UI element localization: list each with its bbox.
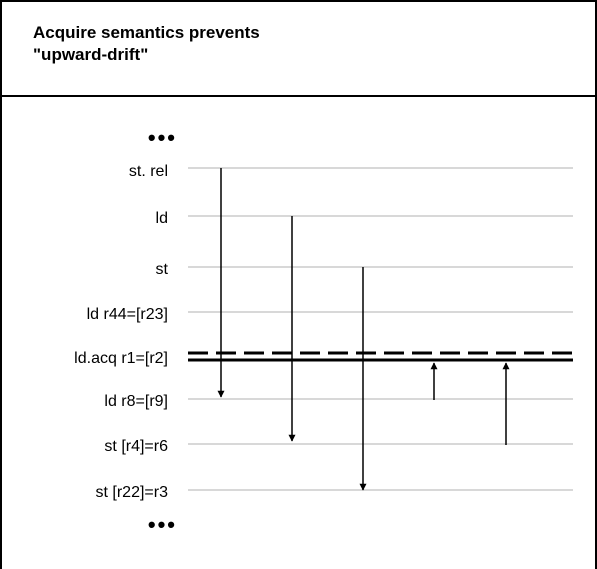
acquire-barrier bbox=[188, 351, 573, 362]
instruction-label: st bbox=[156, 261, 169, 278]
instruction-label: ld bbox=[156, 210, 168, 227]
instruction-label: ld r8=[r9] bbox=[104, 393, 168, 410]
instruction-labels: st. rel ld st ld r44=[r23] ld.acq r1=[r2] ld … bbox=[74, 163, 168, 501]
instruction-label: st [r22]=r3 bbox=[96, 484, 169, 501]
title-line-1: Acquire semantics prevents bbox=[33, 23, 260, 42]
frame-right-border bbox=[595, 0, 597, 569]
ellipsis-bottom: ••• bbox=[148, 512, 177, 537]
ellipsis-top: ••• bbox=[148, 125, 177, 150]
frame-top-border bbox=[0, 0, 597, 2]
frame-left-border bbox=[0, 0, 2, 569]
title-line-2: "upward-drift" bbox=[33, 45, 149, 64]
instruction-label: st [r4]=r6 bbox=[104, 438, 168, 455]
instruction-label: ld r44=[r23] bbox=[87, 306, 168, 323]
instruction-label: ld.acq r1=[r2] bbox=[74, 350, 168, 367]
diagram-title: Acquire semantics prevents "upward-drift… bbox=[33, 22, 260, 66]
title-divider bbox=[0, 95, 597, 97]
movement-arrows bbox=[217, 168, 510, 491]
guide-lines bbox=[188, 167, 573, 491]
instruction-label: st. rel bbox=[129, 163, 168, 180]
